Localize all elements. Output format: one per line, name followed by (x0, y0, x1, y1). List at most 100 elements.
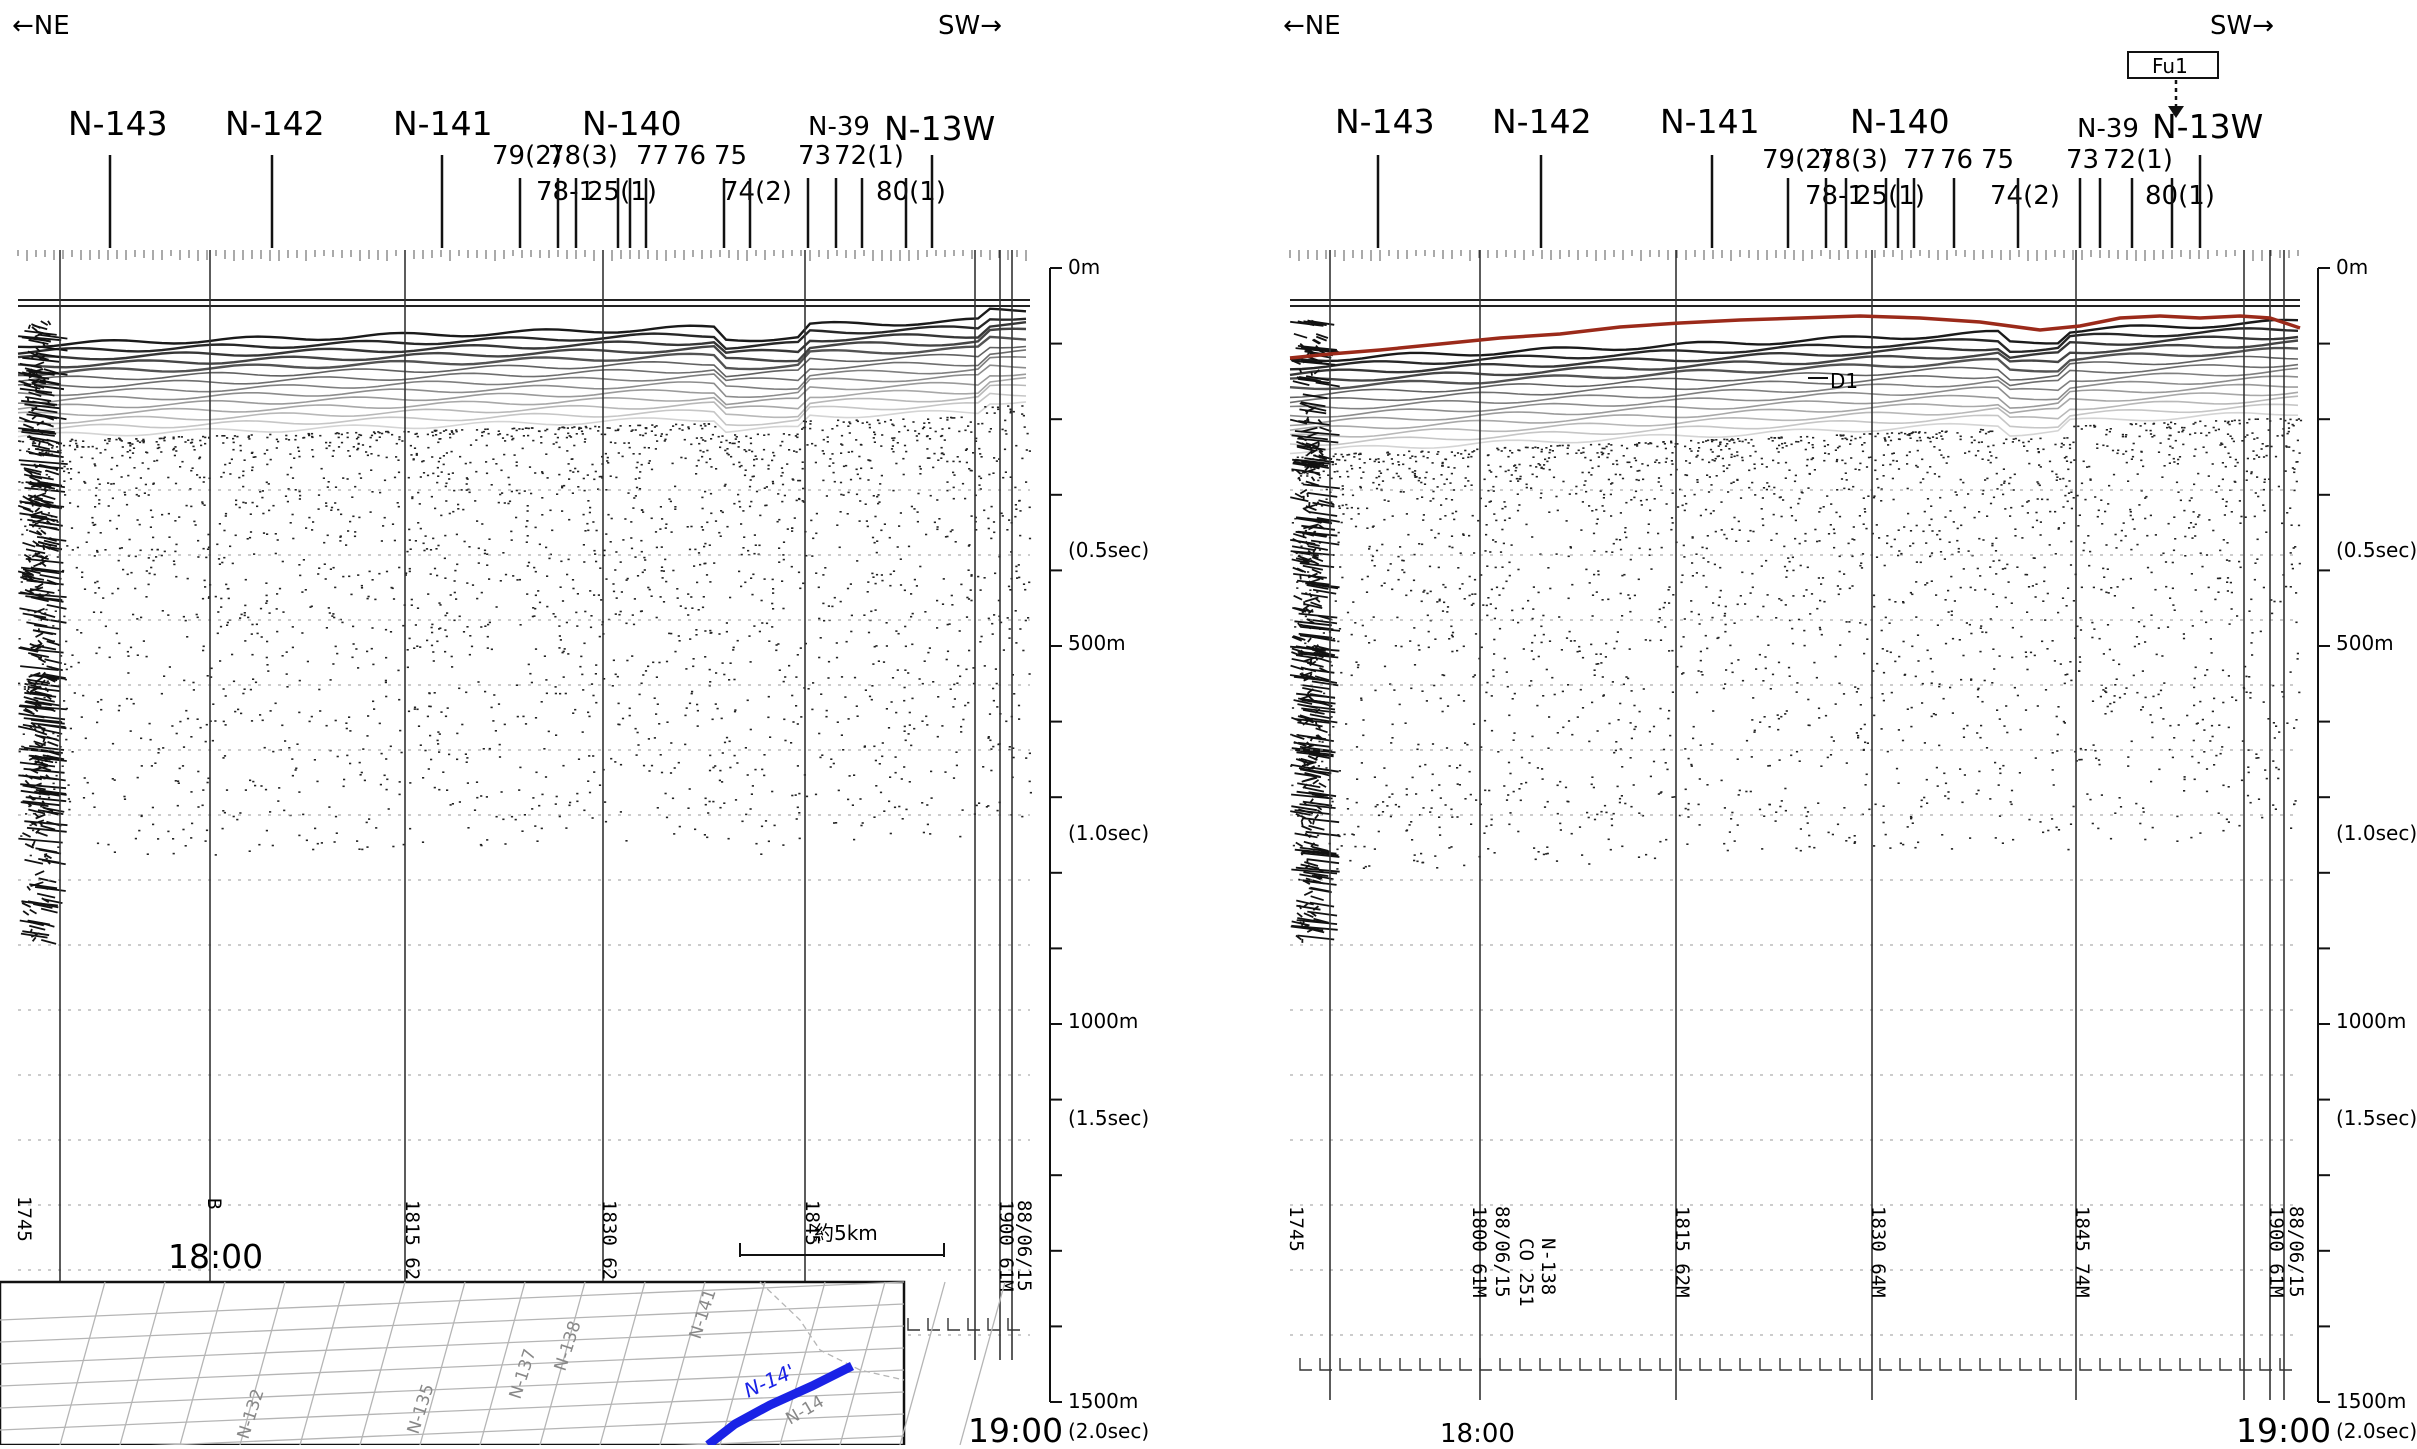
signal-dot (1025, 757, 1027, 759)
signal-dot (1738, 794, 1740, 796)
signal-dot (1754, 468, 1756, 470)
depth-label-d1000: 1000m (1068, 1009, 1138, 1033)
signal-dot (80, 632, 82, 634)
signal-dot (532, 440, 534, 442)
signal-dot (869, 424, 871, 426)
signal-dot (1021, 405, 1023, 407)
signal-dot (1784, 442, 1786, 444)
signal-dot (926, 804, 928, 806)
signal-dot (648, 447, 650, 449)
signal-dot (1851, 556, 1853, 558)
signal-dot (321, 842, 323, 844)
signal-dot (239, 812, 241, 814)
signal-dot (778, 547, 780, 549)
signal-dot (1813, 662, 1815, 664)
signal-dot (1486, 565, 1488, 567)
signal-dot (251, 434, 253, 436)
signal-dot (1668, 589, 1670, 591)
signal-dot (72, 751, 74, 753)
signal-dot (1486, 682, 1488, 684)
signal-dot (298, 450, 300, 452)
signal-dot (223, 435, 225, 437)
signal-dot (2005, 439, 2007, 441)
signal-dot (367, 598, 369, 600)
signal-dot (193, 521, 195, 523)
signal-dot (707, 812, 709, 814)
signal-dot (63, 471, 65, 473)
signal-dot (639, 425, 641, 427)
signal-dot (1929, 556, 1931, 558)
signal-dot (1917, 450, 1919, 452)
signal-dot (19, 500, 21, 502)
signal-dot (1946, 431, 1948, 433)
signal-dot (875, 760, 877, 762)
signal-dot (1442, 584, 1444, 586)
signal-dot (2295, 800, 2297, 802)
signal-dot (700, 425, 702, 427)
signal-dot (569, 470, 571, 472)
signal-dot (1551, 677, 1553, 679)
signal-dot (654, 737, 656, 739)
signal-dot (443, 464, 445, 466)
signal-dot (565, 693, 567, 695)
signal-dot (226, 624, 228, 626)
signal-dot (422, 841, 424, 843)
signal-dot (77, 506, 79, 508)
signal-dot (1956, 540, 1958, 542)
signal-dot (197, 617, 199, 619)
signal-dot (962, 719, 964, 721)
signal-dot (1453, 519, 1455, 521)
signal-dot (244, 615, 246, 617)
signal-dot (1342, 505, 1344, 507)
signal-dot (2132, 607, 2134, 609)
signal-dot (1707, 535, 1709, 537)
signal-dot (1979, 651, 1981, 653)
signal-dot (712, 767, 714, 769)
signal-dot (1392, 477, 1394, 479)
signal-dot (604, 801, 606, 803)
signal-dot (545, 453, 547, 455)
signal-dot (1013, 411, 1015, 413)
signal-dot (174, 520, 176, 522)
signal-dot (22, 441, 24, 443)
signal-dot (1323, 693, 1325, 695)
signal-dot (524, 814, 526, 816)
signal-dot (2217, 591, 2219, 593)
signal-dot (265, 789, 267, 791)
signal-dot (1549, 640, 1551, 642)
signal-dot (988, 528, 990, 530)
signal-dot (950, 531, 952, 533)
signal-dot (764, 487, 766, 489)
signal-dot (434, 568, 436, 570)
signal-dot (898, 806, 900, 808)
signal-dot (266, 600, 268, 602)
signal-dot (118, 710, 120, 712)
signal-dot (761, 459, 763, 461)
signal-dot (558, 429, 560, 431)
signal-dot (1439, 599, 1441, 601)
signal-dot (225, 513, 227, 515)
signal-dot (1966, 622, 1968, 624)
signal-dot (687, 593, 689, 595)
signal-dot (672, 798, 674, 800)
signal-dot (57, 846, 59, 848)
signal-dot (593, 550, 595, 552)
signal-dot (1532, 456, 1534, 458)
signal-dot (670, 772, 672, 774)
signal-dot (2099, 764, 2101, 766)
signal-dot (638, 477, 640, 479)
signal-dot (633, 497, 635, 499)
signal-dot (876, 540, 878, 542)
signal-dot (1726, 443, 1728, 445)
signal-dot (1612, 681, 1614, 683)
signal-dot (70, 478, 72, 480)
signal-dot (1979, 431, 1981, 433)
signal-dot (1008, 519, 1010, 521)
signal-dot (863, 614, 865, 616)
signal-dot (1428, 647, 1430, 649)
signal-dot (2254, 562, 2256, 564)
signal-dot (2172, 562, 2174, 564)
signal-dot (678, 635, 680, 637)
signal-dot (657, 807, 659, 809)
signal-dot (1355, 526, 1357, 528)
